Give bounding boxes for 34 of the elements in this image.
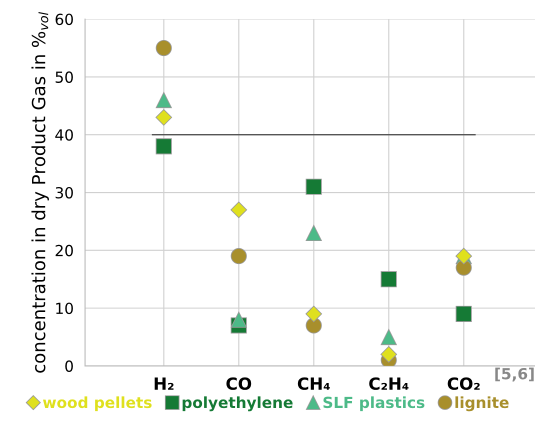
legend-label: wood pellets (42, 396, 152, 412)
x-tick-label: C₂H₄ (369, 377, 408, 390)
x-tick-label: CH₄ (298, 377, 330, 390)
point (456, 306, 472, 322)
y-tick-label: 30 (56, 186, 73, 199)
point (306, 317, 322, 334)
legend-label: lignite (455, 396, 509, 412)
point (306, 224, 322, 242)
point (230, 202, 248, 218)
y-tick-label: 40 (55, 129, 73, 141)
x-tick-label: CO (226, 377, 252, 390)
point (380, 271, 397, 288)
y-tick-label: 50 (56, 71, 73, 83)
text: [5,6] (495, 368, 534, 382)
point (306, 306, 322, 322)
legend-label: SLF plastics (323, 396, 424, 412)
y-tick-label: 20 (56, 244, 73, 256)
point (230, 248, 247, 264)
y-tick-label: 60 (56, 14, 73, 26)
point (156, 92, 172, 108)
x-tick-label: CO₂ (448, 377, 480, 390)
point (306, 178, 322, 195)
point (456, 260, 472, 276)
point (380, 346, 398, 363)
point (156, 138, 172, 154)
y-tick-label: 0 (65, 360, 73, 372)
point (156, 109, 172, 126)
point (230, 312, 247, 328)
x-tick-label: H₂ (154, 378, 174, 390)
point (380, 328, 397, 346)
point (156, 40, 172, 56)
y-tick-label: 10 (56, 302, 73, 314)
legend-label: polyethylene (182, 396, 293, 412)
y-axis-title: concentration in dry Product Gas in %$_{vol}$ (31, 12, 49, 373)
